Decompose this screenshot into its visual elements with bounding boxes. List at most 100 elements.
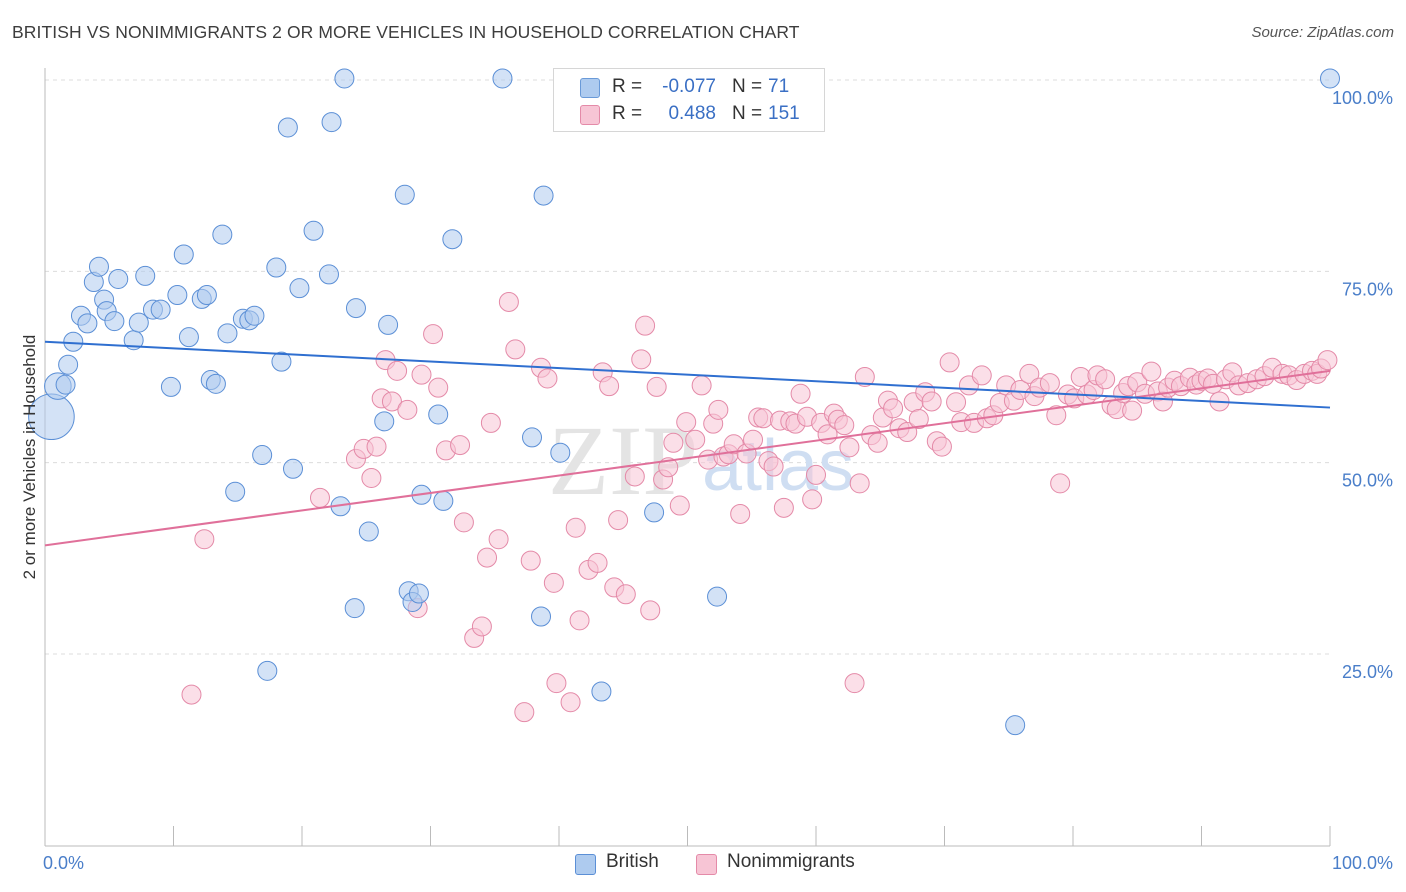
nonimmigrants-point [181,684,202,705]
british-point [77,313,98,334]
nonimmigrants-point [505,339,526,360]
british-point [205,373,226,394]
british-point [150,299,171,320]
nonimmigrants-point [1019,363,1040,384]
british-swatch [580,78,600,98]
nonimmigrants-point [971,365,992,386]
nonimmigrants-point [514,702,535,723]
nonimmigrants-point [921,391,942,412]
british-point [344,598,365,619]
nonimmigrants-point [453,512,474,533]
nonimmigrants-point [854,366,875,387]
nonimmigrants-point [931,436,952,457]
nonimmigrants-point [730,503,751,524]
nonimmigrants-point [708,399,729,420]
trend-lines [44,340,1331,547]
y-tick-label: 75.0% [1342,279,1393,299]
british-point [550,442,571,463]
legend-n-label: N = [732,103,763,124]
nonimmigrants-point [790,383,811,404]
british-point [128,312,149,333]
nonimmigrants-point [309,487,330,508]
legend-n-label: N = [732,76,763,97]
nonimmigrants-point [1141,361,1162,382]
british-point [378,314,399,335]
nonimmigrants-point [477,547,498,568]
british-point [522,427,543,448]
nonimmigrants-point [543,572,564,593]
nonimmigrants-point [763,456,784,477]
british-point [217,323,238,344]
x-tick-label: 100.0% [1332,853,1393,873]
british-point [178,327,199,348]
nonimmigrants-point [753,408,774,429]
nonimmigrants-point [615,584,636,605]
british-point [271,351,292,372]
nonimmigrants-point [194,529,215,550]
legend-n-value: 71 [768,76,790,97]
nonimmigrants-point [624,466,645,487]
nonimmigrants-point [450,435,471,456]
british-point [160,376,181,397]
nonimmigrants-point [381,391,402,412]
british-point [252,445,273,466]
british-point [257,660,278,681]
y-tick-label: 50.0% [1342,471,1393,491]
nonimmigrants-point [480,412,501,433]
british-point [212,224,233,245]
nonimmigrants-point [908,409,929,430]
y-tick-label: 25.0% [1342,662,1393,682]
nonimmigrants-point [569,610,590,631]
nonimmigrants-point [599,376,620,397]
british-point [283,458,304,479]
british-point [58,354,79,375]
nonimmigrants-point [883,398,904,419]
tick-labels: 25.0% 50.0% 75.0% 100.0% 0.0% 100.0% [43,88,1393,873]
british-point [334,68,355,89]
british-point [277,117,298,138]
nonimmigrants-point [361,467,382,488]
legend-r-label: R = [612,76,643,97]
nonimmigrants-point [397,399,418,420]
nonimmigrants-legend-swatch [696,854,717,875]
british-point [135,265,156,286]
nonimmigrants-point [631,349,652,370]
british-point [318,264,339,285]
nonimmigrants-point [743,429,764,450]
british-point [533,185,554,206]
british-point [374,411,395,432]
nonimmigrants-point [844,673,865,694]
nonimmigrants-point [428,377,449,398]
nonimmigrants-point [802,489,823,510]
chart-title: BRITISH VS NONIMMIGRANTS 2 OR MORE VEHIC… [12,22,800,42]
correlation-legend: R = -0.077 N = 71 R = 0.488 N = 151 [553,68,825,132]
british-point [394,184,415,205]
nonimmigrants-point [806,464,826,485]
nonimmigrants-point [946,392,967,413]
nonimmigrants-point [1046,405,1067,426]
british-point [707,586,728,607]
british-point [345,298,366,319]
legend-n-value: 151 [768,103,800,124]
british-point [266,257,287,278]
y-axis-label: 2 or more Vehicles in Household [20,335,39,580]
british-point [1005,715,1026,736]
british-point [321,112,342,133]
british-point [408,583,429,604]
nonimmigrants-point [635,315,656,336]
nonimmigrants-point [669,495,690,516]
nonimmigrants-point [565,517,586,538]
nonimmigrants-point [867,432,888,453]
british-point [225,481,246,502]
nonimmigrants-point [1039,373,1060,394]
nonimmigrants-point [471,616,492,637]
series-legend: British Nonimmigrants [0,851,1406,881]
british-points [28,68,1340,736]
grid-lines [45,79,1330,655]
british-point [531,606,552,627]
nonimmigrants-point [498,291,519,312]
legend-r-label: R = [612,103,643,124]
nonimmigrants-point [685,429,706,450]
british-point [358,521,379,542]
